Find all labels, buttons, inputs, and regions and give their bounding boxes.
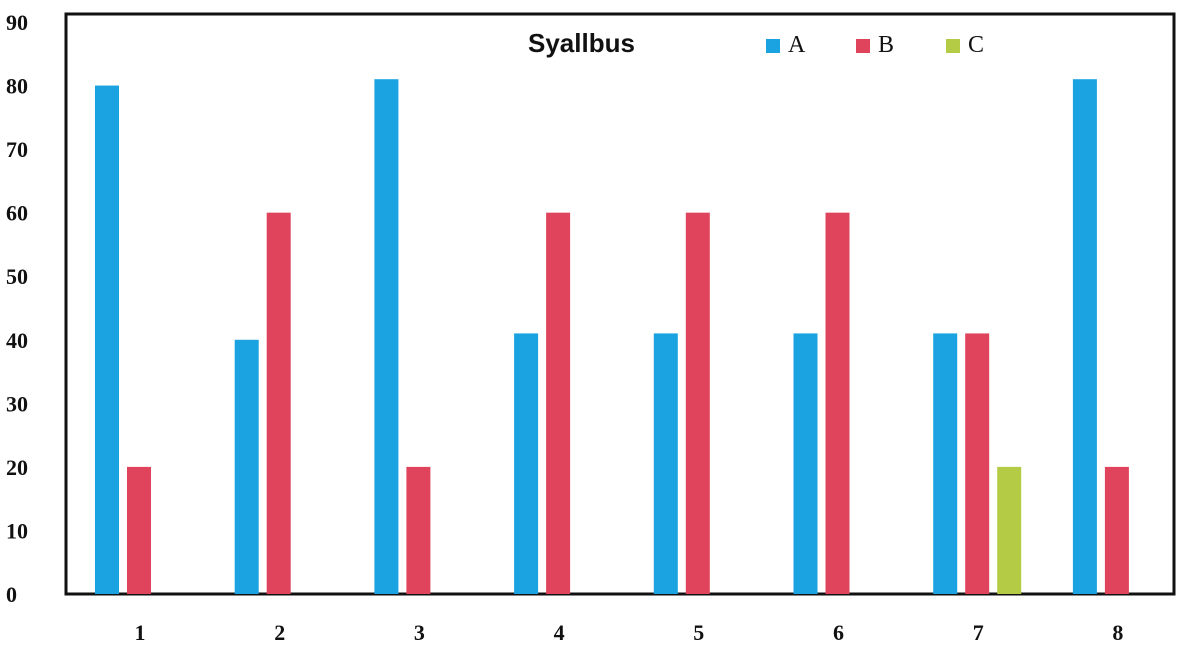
x-tick-label: 1 [135,620,146,645]
y-tick-label: 40 [6,328,28,353]
x-tick-label: 6 [833,620,844,645]
legend-swatch-b [856,39,870,53]
x-tick-label: 3 [414,620,425,645]
bar-a-3 [374,79,399,594]
bar-b-5 [685,212,710,594]
legend-label-c: C [968,32,984,58]
bar-b-8 [1104,466,1129,594]
y-tick-label: 80 [6,74,28,99]
bar-b-2 [266,212,291,594]
bar-a-7 [933,333,958,594]
bar-c-7 [997,466,1022,594]
x-tick-label: 7 [973,620,984,645]
x-tick-label: 8 [1112,620,1123,645]
bar-b-4 [546,212,571,594]
legend-label-a: A [788,32,806,58]
bar-a-8 [1072,79,1097,594]
legend-swatch-a [766,39,780,53]
y-tick-label: 50 [6,264,28,289]
y-tick-label: 30 [6,391,28,416]
bar-b-1 [127,466,151,594]
y-tick-label: 90 [6,10,28,35]
x-tick-label: 4 [554,620,565,645]
bar-b-3 [406,466,431,594]
legend-swatch-c [946,39,960,53]
bar-a-6 [793,333,818,594]
y-tick-label: 60 [6,201,28,226]
y-tick-label: 20 [6,455,28,480]
y-tick-label: 70 [6,137,28,162]
bar-a-1 [95,85,119,595]
y-tick-label: 0 [6,582,17,607]
bar-b-7 [965,333,990,594]
bar-a-4 [514,333,539,594]
bar-a-5 [653,333,678,594]
bar-a-2 [234,339,259,594]
legend-label-b: B [878,32,894,58]
x-tick-label: 5 [693,620,704,645]
y-tick-label: 10 [6,518,28,543]
chart-title: Syallbus [528,28,635,58]
bar-b-6 [825,212,850,594]
x-tick-label: 2 [274,620,285,645]
